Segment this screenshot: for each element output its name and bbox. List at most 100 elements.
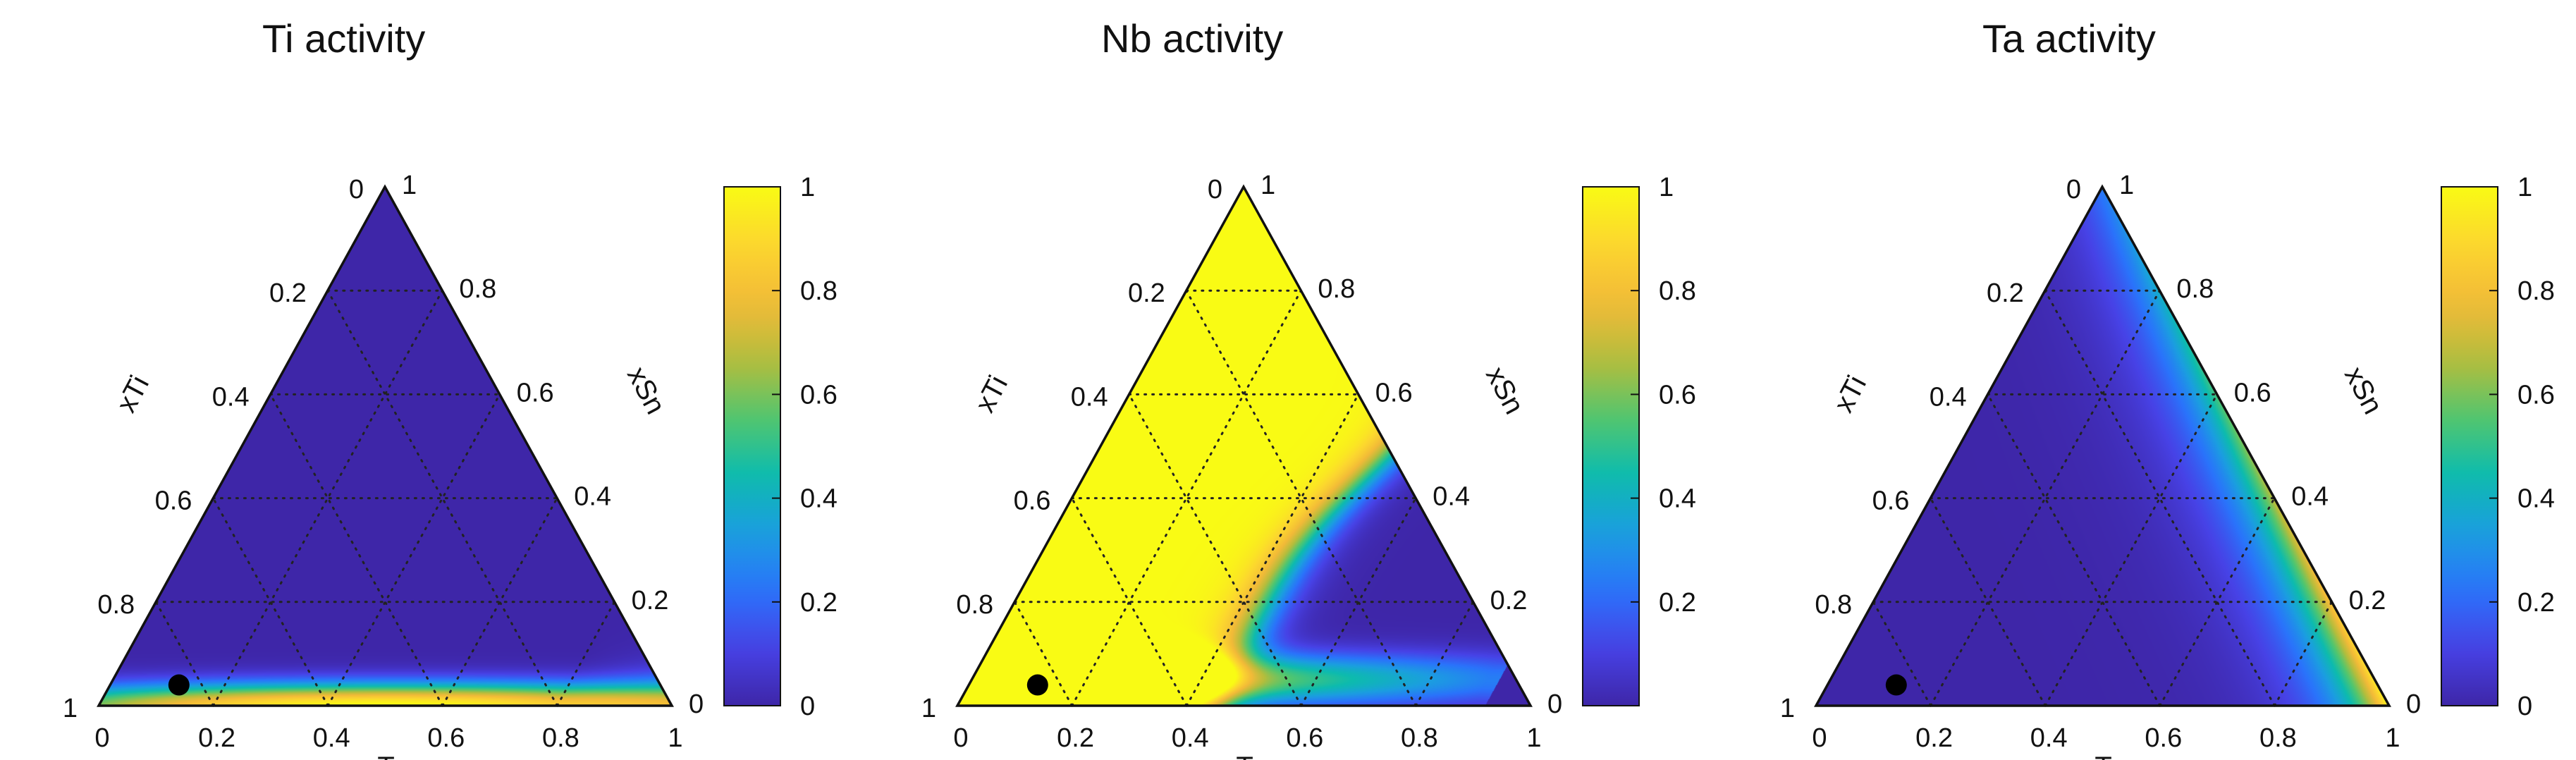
tick-label-xsn: 0.6 (2234, 378, 2271, 407)
tick-label-xti: 0.8 (956, 590, 993, 620)
tick-label-xsn: 0.4 (2291, 482, 2329, 512)
tick-label-xsn: 0.2 (1490, 586, 1528, 615)
tick-label-xsn: 1 (2119, 171, 2134, 200)
tick-label-xsn: 0.2 (2349, 586, 2386, 615)
tick-label-xsn: 0.4 (1433, 482, 1470, 512)
grid-lines (1013, 289, 1475, 707)
chart-panel-nb: Nb activity 0 1 0 0.2 0.8 0.2 0.4 0.6 0.4 0.6 0.4 0… (859, 0, 1717, 760)
tick-label-xsn: 0.6 (1375, 378, 1413, 407)
grid-line (212, 289, 443, 707)
colorbar-tick-label: 0 (2517, 692, 2532, 721)
axis-label-xti: xTi (111, 371, 155, 417)
tick-label-xta: 0 (94, 723, 109, 753)
grid-line (1930, 289, 2161, 707)
grid-line (2044, 289, 2276, 707)
colorbar-tick-label: 0.4 (2517, 484, 2555, 514)
grid-lines (1872, 289, 2333, 707)
chart-title: Ta activity (1982, 16, 2156, 61)
tick-label-xti: 0.2 (1987, 278, 2024, 308)
colorbar-tick-label: 0.6 (2517, 380, 2555, 410)
grid-line (326, 393, 501, 707)
tick-label-xta: 1 (2385, 723, 2400, 753)
tick-label-xsn: 0 (689, 689, 704, 719)
tick-label-xti: 0.4 (1071, 382, 1108, 412)
tick-label-xsn: 1 (1261, 171, 1275, 200)
axis-label-xsn: xSn (621, 362, 671, 419)
tick-label-xti: 1 (921, 694, 936, 723)
colorbar-tick-label: 0 (800, 692, 815, 721)
colorbar-tick-label: 0.8 (800, 276, 838, 306)
chart-panel-ta: Ta activity 0 1 0 0.2 0.8 0.2 0.4 0.6 0.4 0.6 0.4 0… (1717, 0, 2576, 760)
composition-marker (168, 674, 190, 696)
colorbar-tick-label: 1 (2517, 173, 2532, 202)
ternary-frame (1814, 184, 2391, 707)
colorbar-tick-label: 0.8 (2517, 276, 2555, 306)
colorbar-tick-label: 0.2 (1659, 588, 1696, 618)
tick-label-xta: 0.8 (1401, 723, 1438, 753)
composition-marker (1026, 674, 1048, 696)
tick-label-xsn: 1 (402, 171, 417, 200)
axis-label-xti: xTi (1828, 371, 1872, 417)
tick-label-xta: 0.6 (427, 723, 465, 753)
ternary-frame (97, 184, 674, 707)
colorbar-tick-label: 1 (800, 173, 815, 202)
tick-label-xti: 0 (1208, 175, 1222, 204)
grid-line (1987, 393, 2161, 707)
colorbar-tick-label: 0.8 (1659, 276, 1696, 306)
colorbar-tick-label: 0.4 (800, 484, 838, 514)
tick-label-xti: 0.6 (1014, 486, 1051, 516)
grid-line (1185, 289, 1417, 707)
colorbar-tick-label: 0.6 (800, 380, 838, 410)
tick-label-xta: 1 (1526, 723, 1541, 753)
colorbar-tick-label: 0.6 (1659, 380, 1696, 410)
heatmap-field (1816, 187, 2389, 706)
tick-label-xsn: 0.8 (2176, 274, 2214, 304)
tick-label-xta: 0.4 (2030, 723, 2068, 753)
grid-line (1929, 497, 2047, 707)
tick-label-xti: 0.8 (97, 590, 135, 620)
grid-lines (154, 289, 616, 707)
tick-label-xsn: 0.2 (632, 586, 669, 615)
tick-label-xsn: 0 (2406, 689, 2421, 719)
tick-label-xsn: 0.8 (459, 274, 496, 304)
grid-line (1070, 497, 1188, 707)
axis-label-xsn: xSn (1480, 362, 1530, 419)
tick-label-xsn: 0.4 (574, 482, 611, 512)
grid-line (1185, 393, 1360, 707)
tick-label-xta: 1 (668, 723, 682, 753)
tick-label-xti: 0.6 (155, 486, 192, 516)
tick-label-xta: 0.6 (2145, 723, 2182, 753)
tick-label-xti: 0 (349, 175, 364, 204)
tick-label-xti: 0.2 (269, 278, 307, 308)
grid-line (211, 497, 329, 707)
tick-label-xti: 0.2 (1128, 278, 1165, 308)
tick-label-xti: 1 (1780, 694, 1795, 723)
tick-label-xta: 0.2 (1915, 723, 1953, 753)
tick-label-xti: 0 (2066, 175, 2081, 204)
chart-title: Nb activity (1101, 16, 1284, 61)
tick-label-xti: 1 (63, 694, 78, 723)
axis-label-xta: xTa (2080, 752, 2125, 760)
heatmap-field (99, 187, 672, 706)
grid-line (326, 289, 558, 707)
heatmap-field (957, 187, 1531, 706)
tick-label-xsn: 0.6 (517, 378, 554, 407)
axis-label-xsn: xSn (2338, 362, 2388, 419)
chart-panel-ti: Ti activity 0 1 0 0.2 0.8 0.2 0.4 0.6 0.4 0.6 0.4 0… (0, 0, 859, 760)
axis-label-xti: xTi (969, 371, 1014, 417)
colorbar (723, 186, 781, 706)
tick-label-xta: 0.8 (542, 723, 579, 753)
tick-label-xta: 0.6 (1286, 723, 1323, 753)
tick-label-xsn: 0 (1547, 689, 1562, 719)
ternary-frame (955, 184, 1533, 707)
composition-marker (1885, 674, 1907, 696)
tick-label-xta: 0.8 (2259, 723, 2297, 753)
tick-label-xsn: 0.8 (1318, 274, 1355, 304)
axis-label-xta: xTa (363, 752, 407, 760)
tick-label-xta: 0.4 (1172, 723, 1209, 753)
tick-label-xti: 0.4 (212, 382, 250, 412)
tick-label-xta: 0.4 (313, 723, 350, 753)
tick-label-xti: 0.6 (1872, 486, 1910, 516)
axis-label-xta: xTa (1222, 752, 1266, 760)
ternary-chart-ta: 01 00.20.8 0.20.40.6 0.40.60.4 0.60.80.2 0.81… (1780, 171, 2555, 760)
